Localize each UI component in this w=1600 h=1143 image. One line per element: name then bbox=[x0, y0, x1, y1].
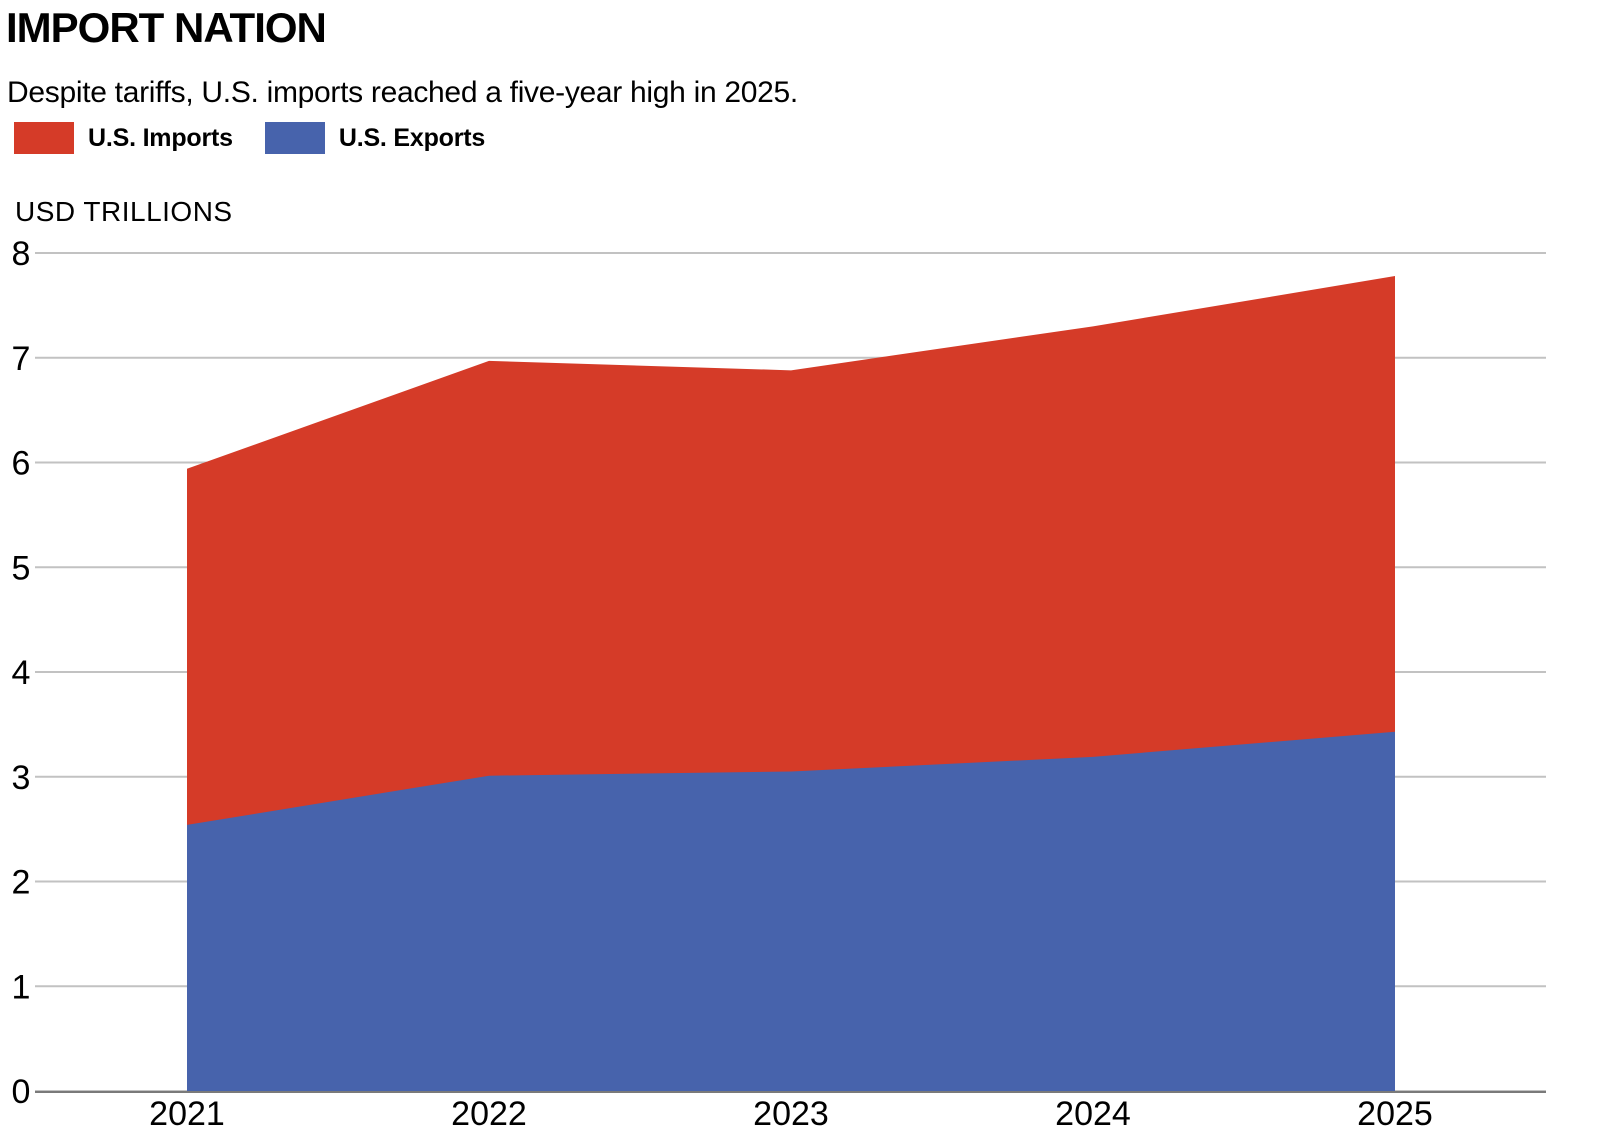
y-axis-tick-label: 8 bbox=[12, 235, 31, 273]
x-axis-tick-label: 2025 bbox=[1357, 1095, 1433, 1133]
y-axis-tick-label: 6 bbox=[12, 445, 31, 483]
y-axis-tick-label: 7 bbox=[12, 340, 31, 378]
y-axis-tick-label: 3 bbox=[12, 759, 31, 797]
legend-item-imports: U.S. Imports bbox=[14, 122, 233, 154]
x-axis-tick-label: 2023 bbox=[753, 1095, 829, 1133]
y-axis-tick-label: 5 bbox=[12, 549, 31, 587]
y-axis-tick-label: 2 bbox=[12, 864, 31, 902]
x-axis-tick-label: 2021 bbox=[149, 1095, 225, 1133]
y-axis-tick-label: 0 bbox=[12, 1073, 31, 1111]
legend-label-imports: U.S. Imports bbox=[88, 123, 233, 152]
legend-label-exports: U.S. Exports bbox=[338, 123, 486, 152]
chart-subtitle: Despite tariffs, U.S. imports reached a … bbox=[7, 76, 798, 109]
exports-swatch-icon bbox=[264, 122, 325, 154]
y-axis-tick-label: 1 bbox=[12, 968, 31, 1006]
imports-swatch-icon bbox=[14, 122, 74, 154]
chart-title: IMPORT NATION bbox=[6, 4, 327, 51]
x-axis-tick-label: 2024 bbox=[1055, 1095, 1131, 1133]
y-axis-unit-label: USD TRILLIONS bbox=[15, 196, 233, 227]
legend-item-exports: U.S. Exports bbox=[264, 122, 486, 154]
x-axis-tick-label: 2022 bbox=[451, 1095, 527, 1133]
u-s-exports-area bbox=[187, 731, 1395, 1091]
legend: U.S. Imports U.S. Exports bbox=[14, 122, 485, 154]
y-axis-tick-label: 4 bbox=[12, 654, 31, 692]
